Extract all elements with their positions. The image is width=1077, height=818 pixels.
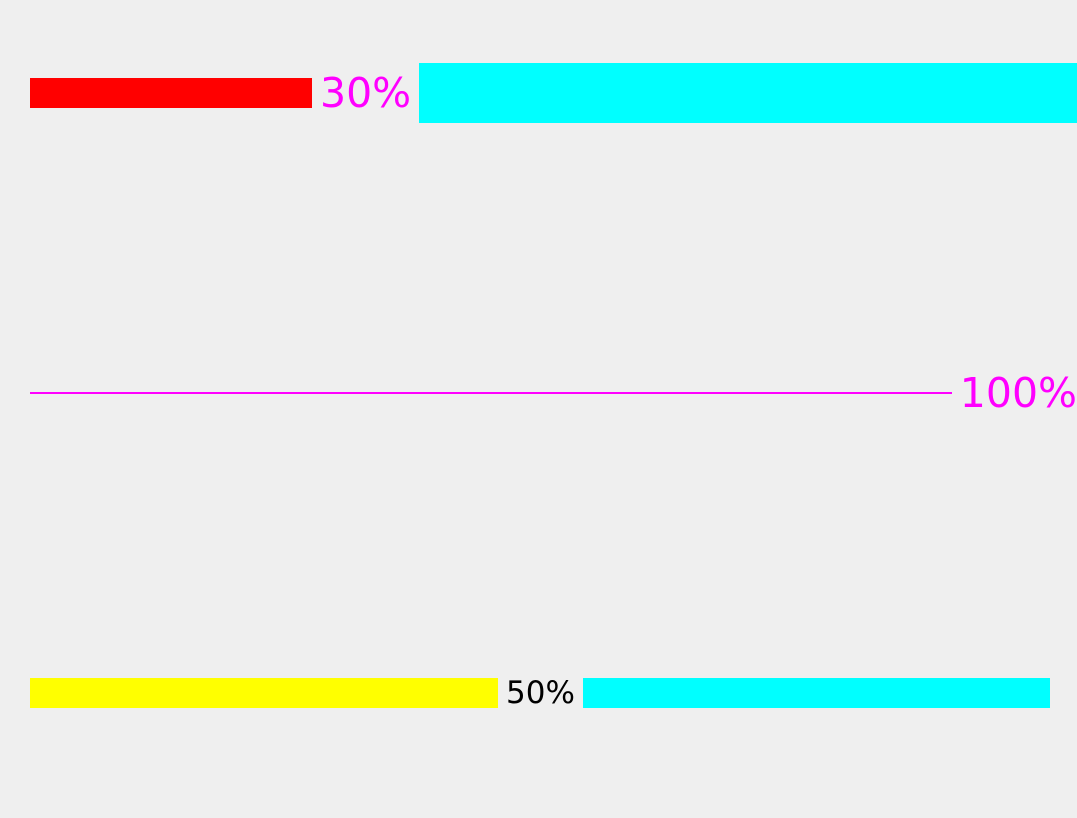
progress-bar-50: 50% [30,674,1050,711]
progress-fill [30,392,952,394]
progress-fill [30,678,498,708]
progress-remainder [582,678,1050,708]
progress-percent-label: 50% [506,674,575,711]
progress-bar-30: 30% [30,63,1077,123]
progress-fill [30,78,312,108]
progress-bar-100: 100% [30,366,1077,420]
progress-remainder [419,63,1077,123]
progress-percent-label: 100% [959,368,1077,417]
progress-percent-label: 30% [320,68,412,117]
